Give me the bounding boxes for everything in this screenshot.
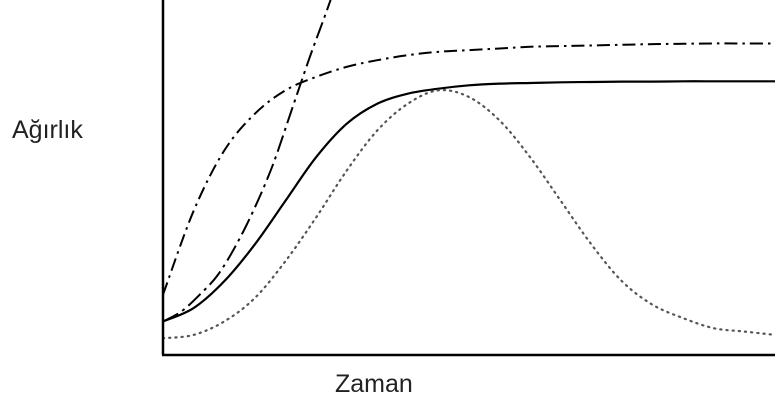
series-line-solid bbox=[163, 80, 775, 323]
series-line-dotted bbox=[163, 89, 775, 340]
y-axis-label: Ağırlık bbox=[12, 116, 83, 144]
series-line-long-dash-dot bbox=[163, 0, 332, 323]
x-axis-label: Zaman bbox=[335, 370, 413, 398]
series-layer bbox=[163, 0, 775, 340]
series-line-dash-dot bbox=[163, 42, 775, 296]
